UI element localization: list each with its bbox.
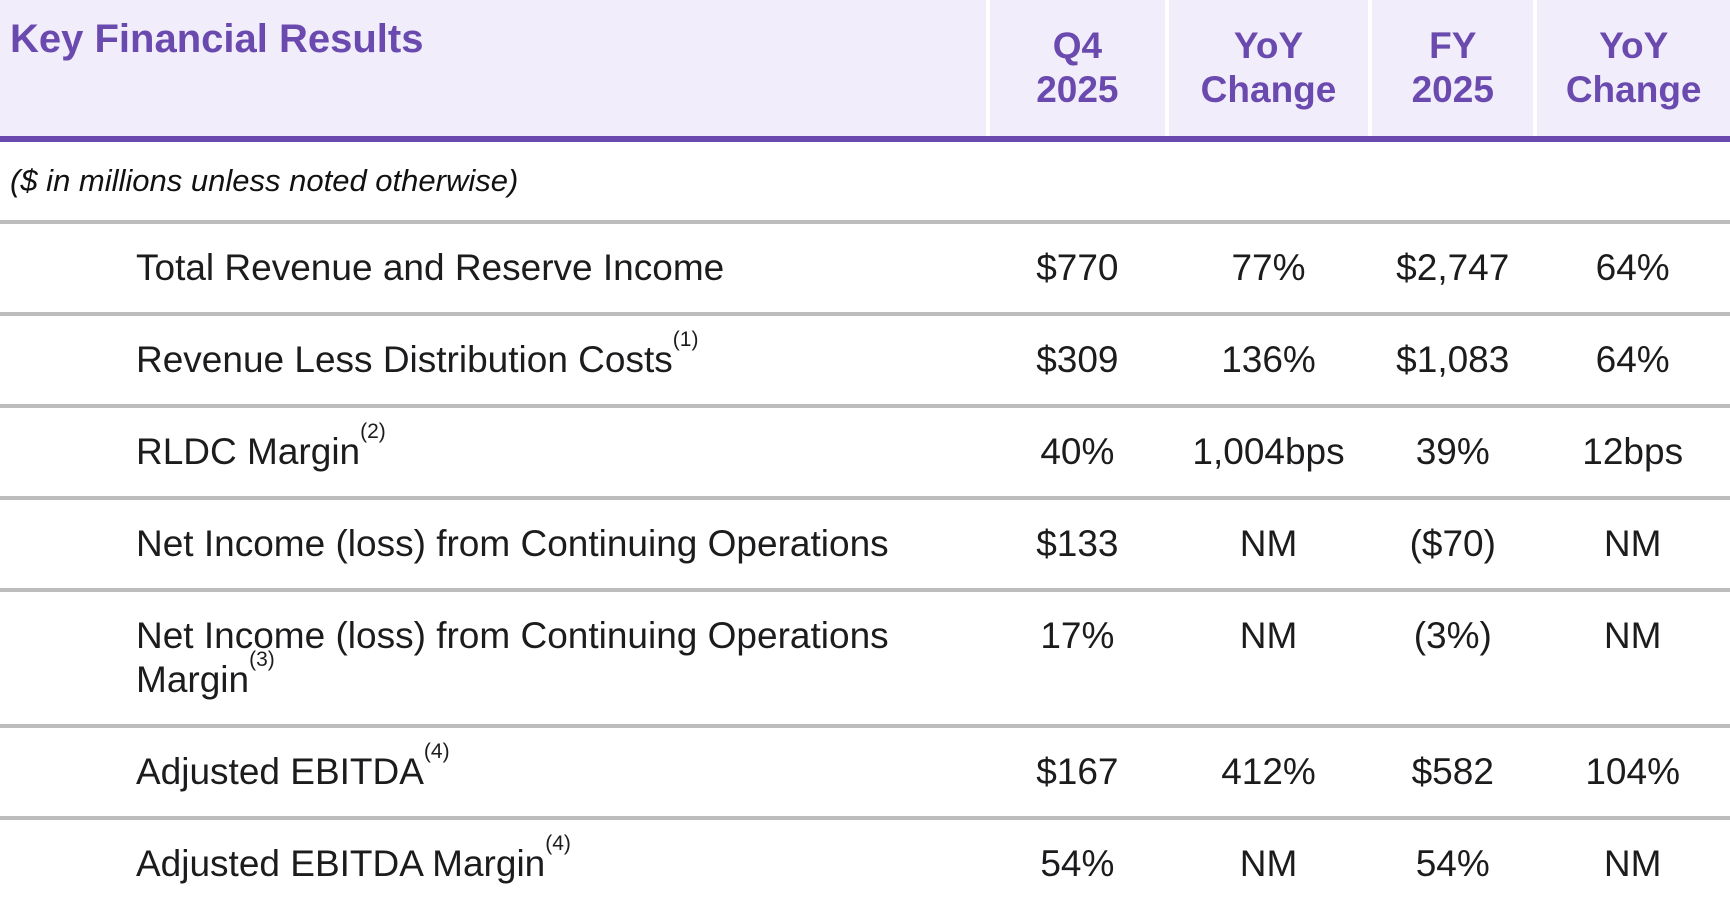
column-header-line1: YoY bbox=[1233, 25, 1304, 66]
column-header-q4-2025: Q4 2025 bbox=[985, 0, 1167, 142]
row-label-text: Total Revenue and Reserve Income bbox=[136, 247, 725, 288]
table-row-net-income-margin: Net Income (loss) from Continuing Operat… bbox=[0, 588, 1730, 726]
table-row-total-revenue: Total Revenue and Reserve Income $770 77… bbox=[0, 220, 1730, 314]
cell-yoy-change-fy: 64% bbox=[1535, 312, 1730, 406]
column-header-yoy-change-fy: YoY Change bbox=[1533, 0, 1730, 142]
table-row-rldc-margin: RLDC Margin(2) 40% 1,004bps 39% 12bps bbox=[0, 404, 1730, 498]
units-note-row: ($ in millions unless noted otherwise) bbox=[0, 139, 1730, 222]
row-label-text: Revenue Less Distribution Costs bbox=[136, 339, 673, 380]
cell-yoy-change-fy: 64% bbox=[1535, 220, 1730, 314]
cell-fy-2025: $582 bbox=[1370, 724, 1536, 818]
column-header-line1: YoY bbox=[1599, 25, 1669, 66]
cell-yoy-change-q: 136% bbox=[1166, 312, 1371, 406]
cell-yoy-change-q: NM bbox=[1166, 588, 1371, 726]
row-label: Adjusted EBITDA(4) bbox=[0, 724, 988, 818]
row-label: Revenue Less Distribution Costs(1) bbox=[0, 312, 988, 406]
table-header: Key Financial Results Q4 2025 YoY Change… bbox=[0, 0, 1730, 142]
table-row-rldc: Revenue Less Distribution Costs(1) $309 … bbox=[0, 312, 1730, 406]
row-label: Net Income (loss) from Continuing Operat… bbox=[0, 588, 988, 726]
row-label-text: RLDC Margin bbox=[136, 431, 361, 472]
cell-fy-2025: $1,083 bbox=[1370, 312, 1536, 406]
row-label-text: Net Income (loss) from Continuing Operat… bbox=[136, 523, 889, 564]
footnote-marker: (4) bbox=[545, 831, 571, 855]
column-header-line2: Change bbox=[1200, 69, 1337, 110]
row-label-text: Adjusted EBITDA Margin bbox=[136, 843, 546, 884]
row-label: Net Income (loss) from Continuing Operat… bbox=[0, 496, 988, 590]
table-row-adjusted-ebitda-margin: Adjusted EBITDA Margin(4) 54% NM 54% NM bbox=[0, 816, 1730, 908]
column-header-line2: 2025 bbox=[1036, 69, 1119, 110]
cell-yoy-change-fy: 104% bbox=[1535, 724, 1730, 818]
cell-fy-2025: 54% bbox=[1370, 816, 1536, 908]
cell-q4-2025: 17% bbox=[987, 588, 1167, 726]
cell-q4-2025: 54% bbox=[987, 816, 1167, 908]
cell-yoy-change-q: NM bbox=[1166, 816, 1371, 908]
cell-fy-2025: ($70) bbox=[1370, 496, 1536, 590]
table-title: Key Financial Results bbox=[0, 0, 988, 142]
cell-yoy-change-fy: 12bps bbox=[1535, 404, 1730, 498]
cell-yoy-change-fy: NM bbox=[1535, 816, 1730, 908]
row-label-text: Adjusted EBITDA bbox=[136, 751, 424, 792]
table-row-net-income: Net Income (loss) from Continuing Operat… bbox=[0, 496, 1730, 590]
cell-q4-2025: $167 bbox=[987, 724, 1167, 818]
cell-yoy-change-q: 412% bbox=[1166, 724, 1371, 818]
cell-fy-2025: $2,747 bbox=[1370, 220, 1536, 314]
cell-q4-2025: $133 bbox=[987, 496, 1167, 590]
cell-yoy-change-fy: NM bbox=[1535, 588, 1730, 726]
footnote-marker: (2) bbox=[360, 419, 386, 443]
cell-yoy-change-q: 1,004bps bbox=[1166, 404, 1371, 498]
column-header-line1: Q4 bbox=[1052, 25, 1103, 66]
row-label: Total Revenue and Reserve Income bbox=[0, 220, 988, 314]
column-header-yoy-change-q: YoY Change bbox=[1164, 0, 1371, 142]
cell-fy-2025: (3%) bbox=[1370, 588, 1536, 726]
row-label: Adjusted EBITDA Margin(4) bbox=[0, 816, 988, 908]
cell-yoy-change-fy: NM bbox=[1535, 496, 1730, 590]
column-header-line1: FY bbox=[1429, 25, 1477, 66]
footnote-marker: (4) bbox=[423, 739, 450, 763]
footnote-marker: (3) bbox=[249, 647, 275, 671]
cell-fy-2025: 39% bbox=[1370, 404, 1536, 498]
row-label: RLDC Margin(2) bbox=[0, 404, 988, 498]
row-label-text: Net Income (loss) from Continuing Operat… bbox=[136, 615, 889, 700]
cell-yoy-change-q: 77% bbox=[1166, 220, 1371, 314]
table-row-adjusted-ebitda: Adjusted EBITDA(4) $167 412% $582 104% bbox=[0, 724, 1730, 818]
cell-q4-2025: $309 bbox=[987, 312, 1167, 406]
units-note: ($ in millions unless noted otherwise) bbox=[10, 163, 519, 198]
footnote-marker: (1) bbox=[672, 327, 699, 351]
column-header-line2: 2025 bbox=[1411, 69, 1494, 110]
cell-q4-2025: 40% bbox=[987, 404, 1167, 498]
cell-yoy-change-q: NM bbox=[1166, 496, 1371, 590]
column-header-line2: Change bbox=[1565, 69, 1702, 110]
cell-q4-2025: $770 bbox=[987, 220, 1167, 314]
column-header-fy-2025: FY 2025 bbox=[1368, 0, 1536, 142]
